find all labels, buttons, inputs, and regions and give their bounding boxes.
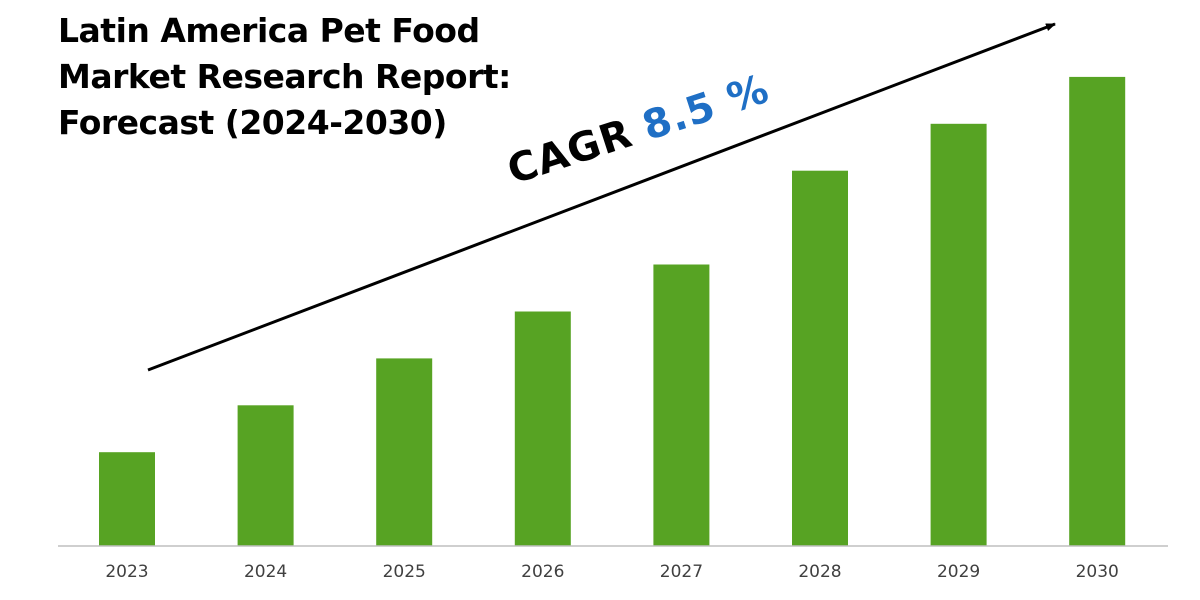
bar-2026 <box>514 311 571 546</box>
x-axis-tick-labels: 2023 2024 2025 2026 2027 2028 2029 2030 <box>105 562 1118 582</box>
bar-series <box>99 76 1126 547</box>
chart-title: Latin America Pet Food Market Research R… <box>58 8 528 146</box>
cagr-trend-arrow <box>147 22 1056 372</box>
bar-2024 <box>237 405 294 546</box>
x-tick-label-2024: 2024 <box>244 562 287 582</box>
x-tick-label-2023: 2023 <box>105 562 148 582</box>
bar-2027 <box>653 264 710 546</box>
bar-2030 <box>1069 76 1126 547</box>
chart-title-line-2: Market Research Report: <box>58 57 511 96</box>
bar-2029 <box>930 123 987 547</box>
bar-2028 <box>792 170 848 546</box>
x-tick-label-2027: 2027 <box>660 562 703 582</box>
x-tick-label-2029: 2029 <box>937 562 980 582</box>
bar-2023 <box>99 452 155 546</box>
x-tick-label-2025: 2025 <box>383 562 426 582</box>
x-tick-label-2028: 2028 <box>798 562 841 582</box>
chart-title-line-3: Forecast (2024-2030) <box>58 103 447 142</box>
chart-title-line-1: Latin America Pet Food <box>58 11 480 50</box>
x-tick-label-2030: 2030 <box>1076 562 1119 582</box>
bar-2025 <box>376 358 433 546</box>
x-tick-label-2026: 2026 <box>521 562 564 582</box>
